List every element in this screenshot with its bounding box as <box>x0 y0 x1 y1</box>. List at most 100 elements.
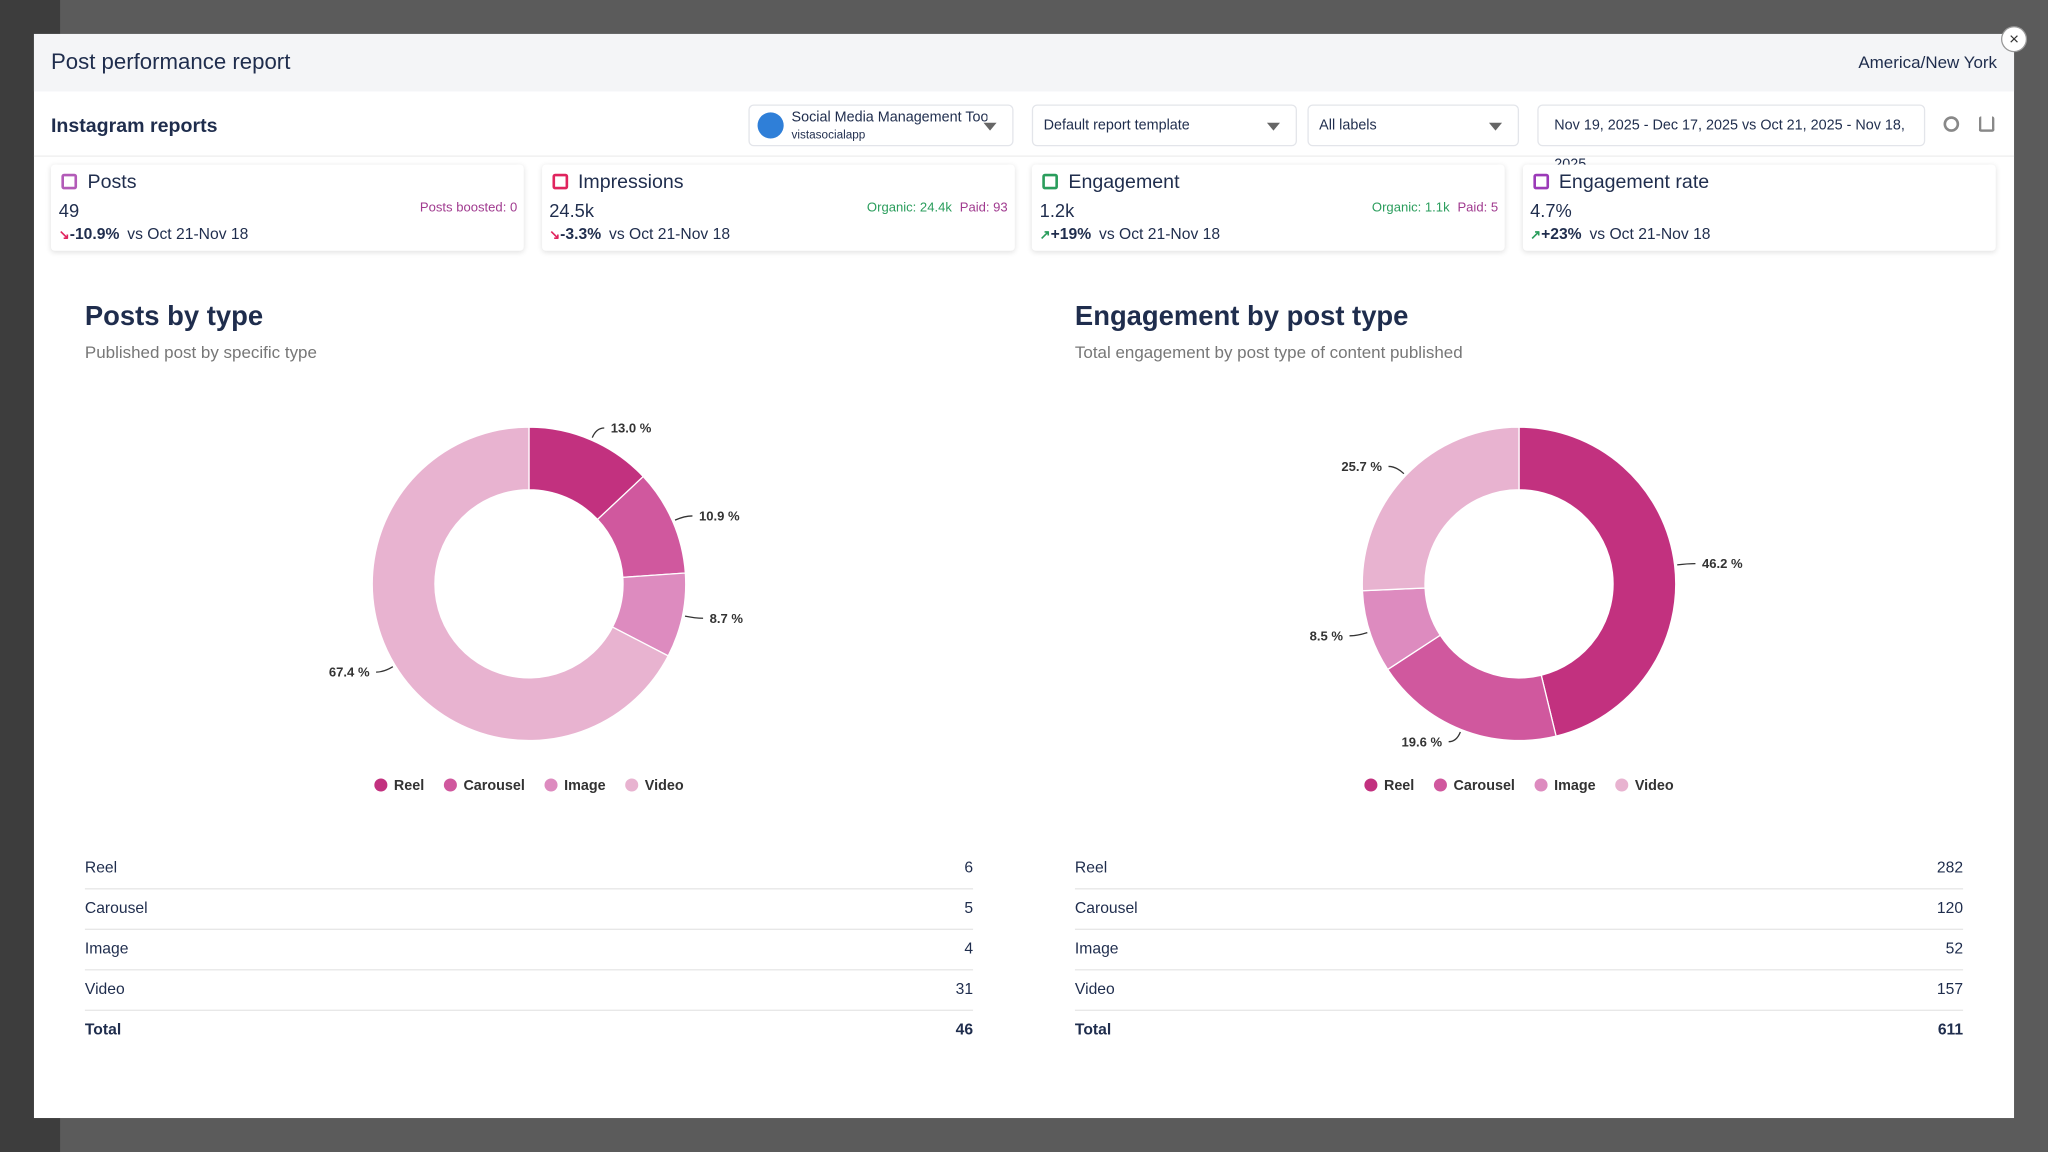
profile-select[interactable]: Social Media Management Tool vistasocial… <box>748 104 1014 147</box>
table-row: Reel 6 <box>84 848 974 890</box>
legend-label: Video <box>1635 778 1674 794</box>
kpi-extra: Organic: 1.1k Paid: 5 <box>1364 201 1498 215</box>
toolbar: Instagram reports Social Media Managemen… <box>33 91 2015 172</box>
row-label: Carousel <box>1074 898 1138 917</box>
donut-slice <box>1518 426 1677 737</box>
slice-label: 10.9 % <box>699 508 740 523</box>
row-value: 5 <box>964 898 974 917</box>
row-value: 52 <box>1945 939 1964 958</box>
kpi-extra: Organic: 24.4k Paid: 93 <box>859 201 1008 215</box>
profile-handle: vistasocialapp <box>791 127 866 142</box>
label-leader <box>591 427 605 438</box>
table-total: Total 46 <box>85 1010 973 1050</box>
legend-label: Image <box>1554 778 1596 794</box>
table-row: Image 4 <box>84 929 974 971</box>
row-label: Reel <box>1074 858 1108 877</box>
report-modal: Post performance report America/New York… <box>33 26 2028 1119</box>
kpi-card: Impressions 24.5k Organic: 24.4k Paid: 93 -3… <box>541 164 1015 251</box>
row-value: 120 <box>1936 898 1964 917</box>
row-value: 611 <box>1937 1020 1964 1039</box>
kpi-value: 1.2k <box>1039 199 1075 221</box>
refresh-button[interactable] <box>1943 116 1960 132</box>
row-label: Video <box>1074 979 1115 998</box>
kpi-change: +23% vs Oct 21-Nov 18 <box>1530 225 1710 243</box>
timezone[interactable]: America/New York <box>1858 52 1998 72</box>
kpi-extra: Posts boosted: 0 <box>412 201 517 215</box>
avatar <box>757 112 784 139</box>
donut-slice <box>371 426 670 742</box>
legend: Reel Carousel Image Video <box>1364 778 1674 794</box>
slice-label: 46.2 % <box>1702 556 1743 571</box>
kpi-extra-item: Paid: 93 <box>959 201 1008 216</box>
row-label: Image <box>1074 939 1119 958</box>
label-leader <box>684 615 704 619</box>
labels-select[interactable]: All labels <box>1307 104 1520 147</box>
modal-title: Post performance report <box>50 49 291 75</box>
slice-label: 8.5 % <box>1310 628 1344 643</box>
legend-swatch <box>374 778 388 792</box>
kpi-compare: vs Oct 21-Nov 18 <box>608 224 731 243</box>
kpi-change: -3.3% vs Oct 21-Nov 18 <box>549 225 730 243</box>
kpi-extra-item: Organic: 1.1k <box>1371 201 1450 216</box>
kpi-card: Engagement 1.2k Organic: 1.1k Paid: 5 +19% vs… <box>1031 164 1505 251</box>
chart-subtitle: Published post by specific type <box>85 343 317 362</box>
kpi-extra-item: Posts boosted: 0 <box>419 201 518 216</box>
kpi-title: Posts <box>87 171 137 194</box>
legend-label: Reel <box>1384 778 1414 794</box>
kpi-value: 49 <box>58 199 80 221</box>
kpi-change-value: -10.9% <box>59 225 120 243</box>
kpi-icon <box>551 173 568 190</box>
kpi-change: +19% vs Oct 21-Nov 18 <box>1040 225 1220 243</box>
legend-swatch <box>1534 778 1548 792</box>
legend-swatch <box>1615 778 1629 792</box>
table-row: Video 31 <box>84 969 973 1011</box>
legend-swatch <box>1364 778 1378 792</box>
chart-title: Engagement by post type <box>1075 300 1409 331</box>
row-value: 4 <box>964 939 974 958</box>
row-value: 282 <box>1936 858 1964 877</box>
kpi-title: Impressions <box>577 171 684 194</box>
kpi-title: Engagement <box>1068 171 1180 194</box>
legend: Reel Carousel Image Video <box>374 778 684 794</box>
kpi-compare: vs Oct 21-Nov 18 <box>127 224 249 243</box>
close-button[interactable]: × <box>2000 26 2028 53</box>
table-row: Carousel 5 <box>84 888 974 930</box>
chart-title: Posts by type <box>85 300 263 331</box>
kpi-card: Posts 49 Posts boosted: 0 -10.9% vs Oct 21-N… <box>50 164 524 251</box>
label-leader <box>674 515 693 521</box>
slice-label: 25.7 % <box>1341 459 1382 474</box>
table-row: Image 52 <box>1074 929 1964 971</box>
row-label: Reel <box>84 858 118 877</box>
download-button[interactable] <box>1978 116 1995 132</box>
legend-label: Carousel <box>463 778 524 794</box>
row-label: Image <box>84 939 129 958</box>
row-label: Carousel <box>84 898 148 917</box>
legend-swatch <box>443 778 457 792</box>
legend-label: Reel <box>394 778 424 794</box>
legend-label: Video <box>645 778 684 794</box>
row-value: 46 <box>955 1020 974 1039</box>
kpi-icon <box>61 173 78 190</box>
label-leader <box>1349 631 1368 637</box>
kpi-icon <box>1042 173 1058 190</box>
template-select[interactable]: Default report template <box>1031 104 1297 147</box>
legend-label: Image <box>564 778 606 794</box>
table-row: Reel 282 <box>1074 848 1964 890</box>
kpi-change-value: -3.3% <box>549 225 601 243</box>
slice-label: 8.7 % <box>710 611 744 626</box>
kpi-title: Engagement rate <box>1558 171 1710 194</box>
kpi-change-value: +19% <box>1040 225 1091 243</box>
legend-swatch <box>1433 778 1447 792</box>
legend-label: Carousel <box>1453 778 1514 794</box>
kpi-extra-item: Organic: 24.4k <box>866 201 952 216</box>
kpi-value: 24.5k <box>549 199 594 221</box>
row-value: 6 <box>964 858 974 877</box>
row-label: Total <box>1074 1020 1112 1039</box>
table-total: Total 611 <box>1075 1010 1963 1050</box>
label-leader <box>1677 562 1696 566</box>
kpi-compare: vs Oct 21-Nov 18 <box>1098 224 1221 243</box>
row-value: 157 <box>1936 979 1964 998</box>
kpi-compare: vs Oct 21-Nov 18 <box>1589 224 1711 243</box>
